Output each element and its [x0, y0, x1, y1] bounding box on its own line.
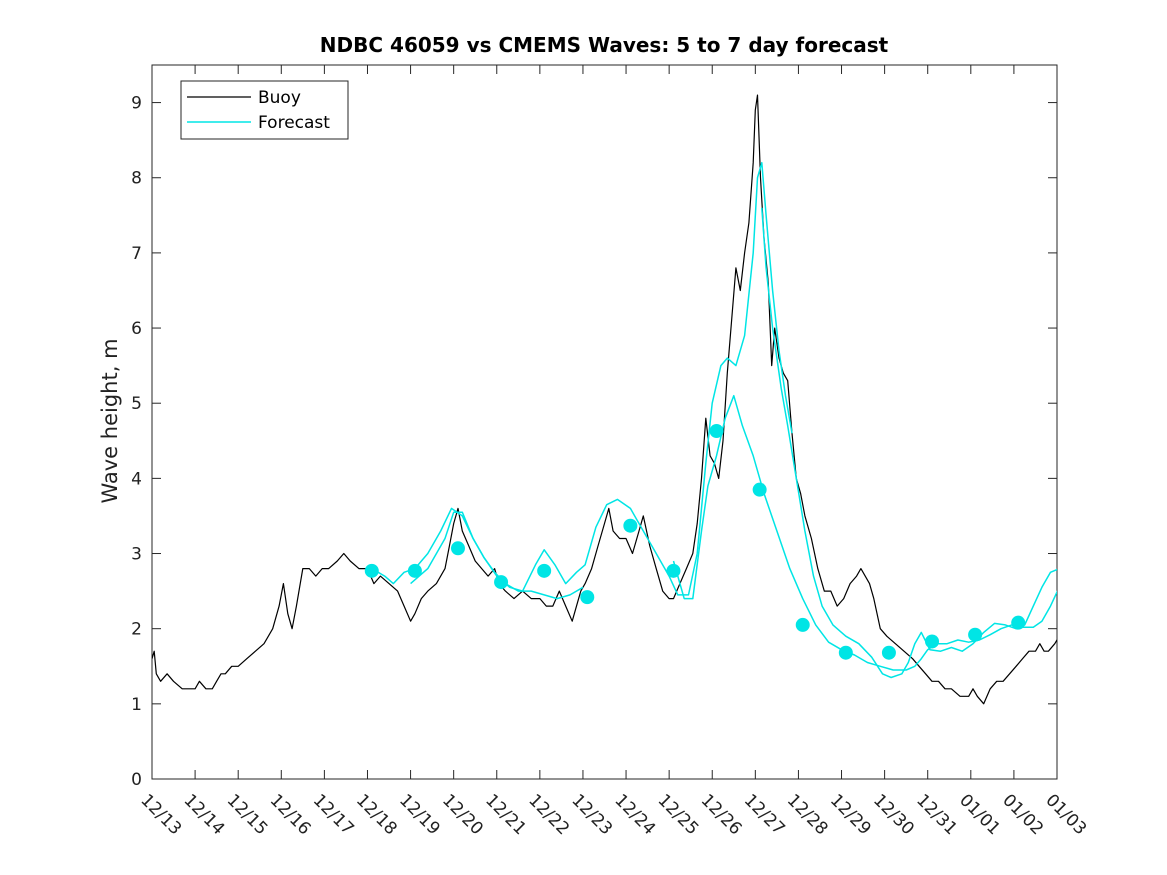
forecast-marker: [881, 645, 896, 660]
chart-title: NDBC 46059 vs CMEMS Waves: 5 to 7 day fo…: [320, 33, 889, 57]
forecast-marker: [580, 590, 595, 605]
forecast-series-line: [410, 161, 793, 596]
forecast-marker: [795, 617, 810, 632]
forecast-marker: [494, 575, 509, 590]
forecast-marker: [666, 563, 681, 578]
legend-forecast-label: Forecast: [258, 113, 330, 133]
forecast-marker: [838, 645, 853, 660]
y-tick-label: 0: [131, 770, 142, 790]
y-tick-label: 9: [131, 94, 142, 114]
y-tick-label: 5: [131, 394, 142, 414]
forecast-series-line: [672, 394, 1057, 671]
legend-buoy-label: Buoy: [258, 88, 301, 108]
forecast-marker: [537, 563, 552, 578]
y-tick-label: 7: [131, 244, 142, 264]
forecast-marker: [407, 563, 422, 578]
legend-box: [180, 80, 349, 140]
forecast-marker: [925, 634, 940, 649]
plot-frame: [151, 64, 1058, 780]
forecast-series-line: [761, 207, 1057, 679]
legend: Buoy Forecast: [180, 80, 349, 140]
forecast-marker: [709, 424, 724, 439]
y-tick-label: 2: [131, 620, 142, 640]
y-axis-label: Wave height, m: [98, 338, 122, 503]
y-tick-label: 3: [131, 545, 142, 565]
forecast-marker: [1011, 615, 1026, 630]
y-tick-label: 1: [131, 695, 142, 715]
forecast-marker: [968, 627, 983, 642]
plot-area: 012345678912/1312/1412/1512/1612/1712/18…: [131, 64, 1090, 839]
forecast-marker: [450, 541, 465, 556]
forecast-marker: [752, 482, 767, 497]
forecast-marker: [623, 518, 638, 533]
forecast-marker: [364, 563, 379, 578]
y-tick-label: 6: [131, 319, 142, 339]
y-tick-label: 8: [131, 169, 142, 189]
y-tick-label: 4: [131, 469, 142, 489]
